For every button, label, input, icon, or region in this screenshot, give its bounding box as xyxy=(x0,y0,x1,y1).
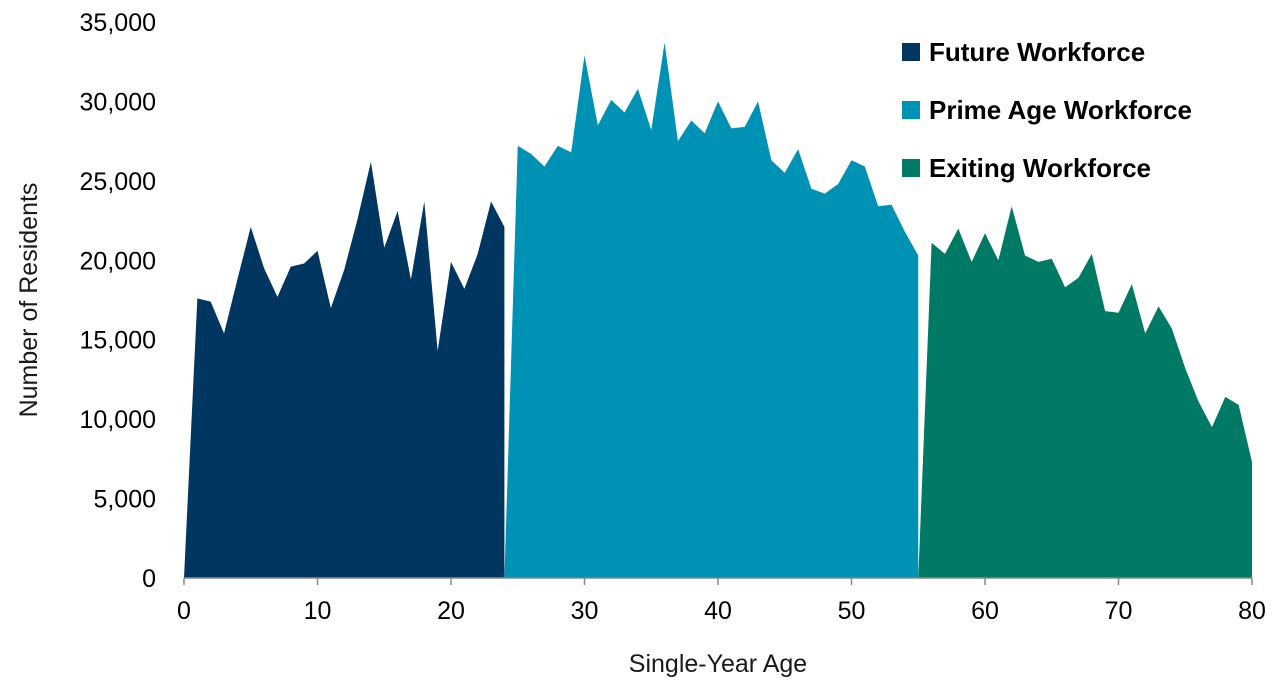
y-tick-label: 15,000 xyxy=(80,327,156,355)
y-tick-label: 25,000 xyxy=(80,168,156,196)
y-tick-label: 0 xyxy=(142,565,156,593)
y-tick-label: 30,000 xyxy=(80,88,156,116)
area-series-3 xyxy=(918,206,1252,578)
legend-swatch xyxy=(902,43,920,61)
legend-swatch xyxy=(902,159,920,177)
area-series-1 xyxy=(184,161,505,579)
x-axis-title: Single-Year Age xyxy=(629,650,807,678)
x-axis-ticks: 0 10 20 30 40 50 60 70 80 xyxy=(177,578,1266,625)
x-tick-label: 20 xyxy=(437,597,465,625)
x-tick-label: 60 xyxy=(971,597,999,625)
x-tick-label: 40 xyxy=(704,597,732,625)
y-axis-title: Number of Residents xyxy=(15,183,43,418)
legend-label: Exiting Workforce xyxy=(929,153,1151,183)
legend-swatch xyxy=(902,101,920,119)
y-tick-label: 10,000 xyxy=(80,406,156,434)
legend: Future Workforce Prime Age Workforce Exiti… xyxy=(902,37,1192,183)
x-tick-label: 0 xyxy=(177,597,191,625)
y-tick-label: 20,000 xyxy=(80,247,156,275)
y-axis-ticks: 0 5,000 10,000 15,000 20,000 25,000 30,000 35,0… xyxy=(80,9,156,593)
legend-label: Prime Age Workforce xyxy=(929,95,1192,125)
legend-label: Future Workforce xyxy=(929,37,1145,67)
area-series-2 xyxy=(504,42,919,578)
x-tick-label: 30 xyxy=(571,597,599,625)
x-tick-label: 10 xyxy=(304,597,332,625)
y-tick-label: 35,000 xyxy=(80,9,156,37)
x-tick-label: 80 xyxy=(1238,597,1266,625)
x-tick-label: 70 xyxy=(1105,597,1133,625)
series-areas xyxy=(184,42,1252,579)
x-tick-label: 50 xyxy=(838,597,866,625)
y-tick-label: 5,000 xyxy=(93,486,156,514)
